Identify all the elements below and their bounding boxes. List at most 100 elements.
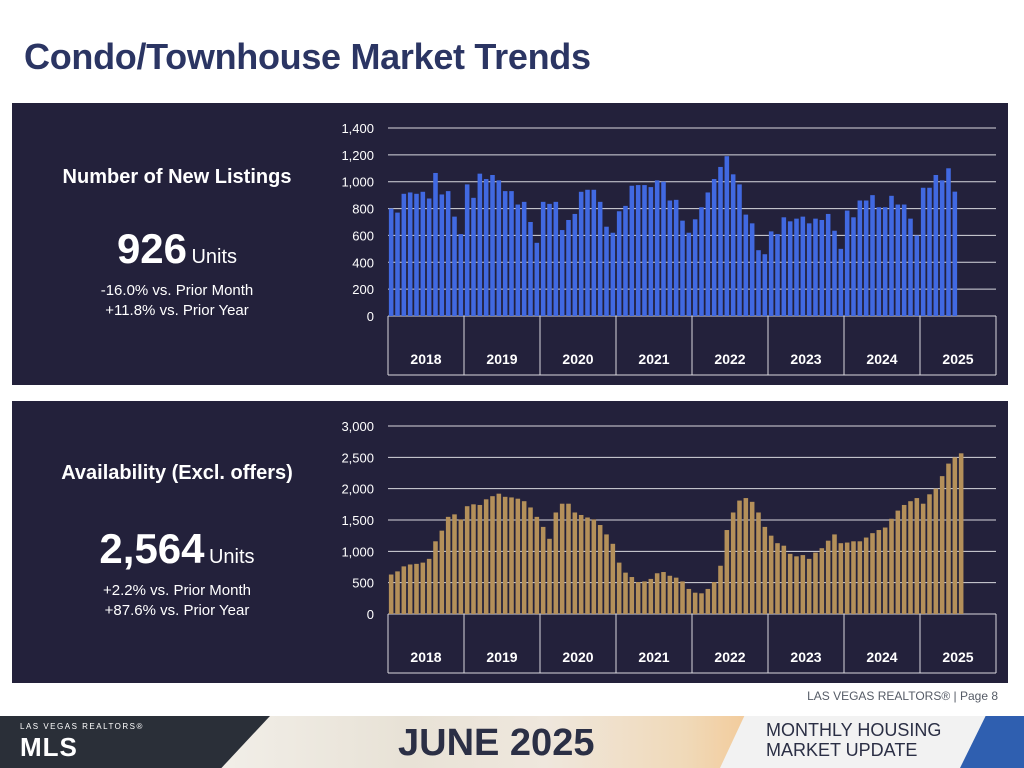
bar bbox=[642, 581, 647, 614]
bar bbox=[743, 498, 749, 614]
bar bbox=[401, 193, 407, 316]
bar bbox=[661, 181, 666, 316]
bar bbox=[914, 235, 920, 316]
bar bbox=[521, 201, 527, 316]
bar bbox=[591, 189, 597, 316]
bar bbox=[534, 242, 540, 316]
y-tick-label: 2,000 bbox=[341, 482, 374, 497]
bar bbox=[452, 216, 457, 316]
bar bbox=[616, 562, 622, 614]
bar bbox=[819, 219, 825, 316]
bar bbox=[452, 514, 457, 614]
bar bbox=[515, 498, 521, 614]
bar bbox=[483, 499, 489, 614]
bar bbox=[395, 212, 400, 316]
bar bbox=[749, 223, 755, 316]
bar bbox=[661, 572, 666, 614]
bar bbox=[743, 214, 749, 316]
bar bbox=[825, 540, 831, 614]
bar bbox=[686, 588, 692, 614]
banner-logo-area bbox=[0, 716, 270, 768]
bar bbox=[730, 174, 736, 316]
y-tick-label: 800 bbox=[352, 202, 374, 217]
bar bbox=[857, 541, 863, 614]
bar bbox=[635, 185, 641, 316]
bar bbox=[851, 217, 856, 316]
bar bbox=[832, 230, 837, 316]
new-listings-panel: Number of New Listings 926 Units -16.0% … bbox=[12, 103, 1008, 385]
bar bbox=[908, 218, 913, 316]
bar bbox=[559, 503, 565, 614]
bar bbox=[578, 191, 584, 316]
bar bbox=[597, 525, 603, 614]
bar bbox=[673, 199, 679, 316]
bar bbox=[445, 516, 451, 614]
bar bbox=[832, 534, 837, 614]
bar bbox=[863, 200, 869, 316]
bar bbox=[762, 254, 768, 316]
bar bbox=[433, 172, 438, 316]
bar bbox=[775, 234, 780, 316]
new-listings-bar-chart: 0 200 400 600 800 1,000 1,200 1,400 2018 2019 2020… bbox=[341, 121, 997, 376]
bar bbox=[952, 457, 958, 614]
new-listings-stat-value: 926 Units -16.0% vs. Prior Month +11.8% … bbox=[12, 225, 342, 321]
availability-stat-value: 2,564 Units +2.2% vs. Prior Month +87.6%… bbox=[12, 525, 342, 621]
bar bbox=[585, 189, 590, 316]
bar bbox=[946, 463, 951, 614]
bar bbox=[895, 510, 901, 614]
bar bbox=[426, 558, 432, 614]
report-subtitle-line1: MONTHLY HOUSING bbox=[766, 720, 942, 740]
bar bbox=[889, 518, 894, 614]
bar bbox=[566, 219, 571, 316]
bar bbox=[680, 581, 685, 614]
x-year-label: 2020 bbox=[562, 351, 593, 367]
bar bbox=[692, 219, 698, 316]
bar bbox=[762, 526, 768, 614]
bar bbox=[825, 213, 831, 316]
bar bbox=[838, 248, 844, 316]
bar bbox=[705, 588, 711, 614]
report-subtitle-line2: MARKET UPDATE bbox=[766, 740, 918, 760]
bar bbox=[414, 563, 419, 614]
bar bbox=[939, 476, 945, 614]
bar bbox=[629, 577, 635, 614]
bar bbox=[572, 512, 578, 614]
stat-change-month: -16.0% vs. Prior Month bbox=[100, 282, 254, 299]
bar bbox=[667, 575, 673, 614]
x-year-label: 2024 bbox=[866, 351, 897, 367]
x-year-label: 2019 bbox=[486, 649, 517, 665]
x-year-label: 2023 bbox=[790, 649, 821, 665]
bar bbox=[395, 571, 400, 614]
bar bbox=[458, 519, 464, 614]
x-year-label: 2022 bbox=[714, 649, 745, 665]
bar bbox=[724, 156, 730, 316]
banner-background bbox=[210, 716, 770, 768]
stat-value: 926 bbox=[116, 225, 188, 272]
y-tick-label: 1,500 bbox=[341, 513, 374, 528]
bar bbox=[718, 565, 723, 614]
bar bbox=[490, 496, 495, 614]
bar bbox=[439, 530, 445, 614]
bar bbox=[933, 488, 939, 614]
bar bbox=[502, 191, 508, 316]
bar bbox=[477, 173, 483, 316]
stat-unit: Units bbox=[208, 546, 255, 568]
bar bbox=[933, 175, 939, 316]
y-tick-label: 1,000 bbox=[341, 544, 374, 559]
bar bbox=[730, 512, 736, 614]
bar bbox=[939, 180, 945, 316]
bar bbox=[749, 501, 755, 614]
y-tick-label: 0 bbox=[367, 309, 374, 324]
bar bbox=[882, 527, 888, 614]
y-tick-label: 600 bbox=[352, 228, 374, 243]
bar bbox=[768, 535, 774, 614]
bar bbox=[908, 501, 913, 614]
bar bbox=[920, 503, 926, 614]
bar bbox=[610, 543, 616, 614]
report-subtitle: MONTHLY HOUSING MARKET UPDATE bbox=[766, 720, 941, 760]
y-tick-label: 2,500 bbox=[341, 450, 374, 465]
bar bbox=[901, 204, 907, 316]
bar bbox=[509, 497, 514, 614]
y-tick-label: 200 bbox=[352, 282, 374, 297]
bar bbox=[623, 572, 628, 614]
